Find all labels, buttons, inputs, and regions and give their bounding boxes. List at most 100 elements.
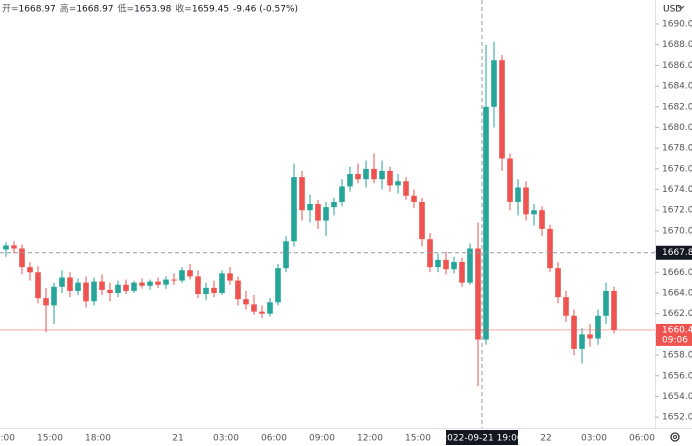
candle-body xyxy=(171,279,177,281)
x-tick-label: 12:00 xyxy=(0,434,15,444)
candle-body xyxy=(59,277,65,287)
y-tick-label: 1686.00 xyxy=(662,61,692,71)
x-tick-label: 21 xyxy=(172,434,183,444)
crosshair-time-tag xyxy=(446,430,518,445)
x-tick-label: 09:00 xyxy=(309,434,335,444)
candle-body xyxy=(539,210,545,229)
candle-body xyxy=(315,204,321,221)
y-tick-label: 1684.00 xyxy=(662,82,692,92)
y-tick-label: 1682.00 xyxy=(662,102,692,112)
y-tick-label: 1656.00 xyxy=(662,371,692,381)
candle-body xyxy=(379,170,385,180)
candle-body xyxy=(475,248,481,340)
candle-body xyxy=(467,248,473,283)
candle-body xyxy=(387,170,393,186)
y-tick-label: 1688.00 xyxy=(662,40,692,50)
candle-body xyxy=(587,334,593,339)
header-value: 1668.97 xyxy=(19,5,56,15)
x-tick-label: 15:00 xyxy=(405,434,431,444)
header-value: 1653.98 xyxy=(134,5,171,15)
candle-body xyxy=(35,272,41,299)
header-label: 收= xyxy=(175,3,192,15)
candle-body xyxy=(395,181,401,186)
y-tick-label: 1652.00 xyxy=(662,413,692,423)
candle-body xyxy=(51,286,57,306)
last-price-label: 1660.43 xyxy=(662,325,692,335)
crosshair-price-tag xyxy=(656,245,692,260)
candle-body xyxy=(363,168,369,180)
candle-body xyxy=(227,273,233,281)
candle-body xyxy=(299,177,305,211)
candle-body xyxy=(547,228,553,269)
candle-body xyxy=(507,158,513,202)
candle-body xyxy=(563,297,569,316)
candle-body xyxy=(43,298,49,306)
candle-body xyxy=(187,270,193,277)
candle-body xyxy=(259,311,265,314)
y-tick-label: 1654.00 xyxy=(662,392,692,402)
header-value: -9.46 (-0.57%) xyxy=(233,5,298,15)
header-label: 高= xyxy=(60,3,77,15)
candle-body xyxy=(435,259,441,268)
currency-label: USD xyxy=(663,5,682,15)
crosshair-time-label: 2022-09-21 19:00 xyxy=(441,434,522,444)
candle-body xyxy=(235,280,241,300)
x-tick-label: 12:00 xyxy=(357,434,383,444)
candle-body xyxy=(75,282,81,291)
candle-body xyxy=(267,302,273,314)
candle-body xyxy=(19,248,25,268)
candle-body xyxy=(123,284,129,291)
candle-body xyxy=(91,281,97,302)
candle-body xyxy=(115,284,121,293)
candle-body xyxy=(603,290,609,316)
candle-body xyxy=(531,210,537,215)
candle-body xyxy=(339,186,345,202)
x-tick-label: 15:00 xyxy=(37,434,63,444)
y-tick-label: 1666.00 xyxy=(662,268,692,278)
settings-icon[interactable] xyxy=(670,432,680,442)
candle-body xyxy=(203,287,209,295)
candle-body xyxy=(355,174,361,180)
candle-body xyxy=(291,177,297,242)
candle-body xyxy=(67,277,73,291)
candle-body xyxy=(451,261,457,270)
candle-body xyxy=(555,268,561,298)
candle-body xyxy=(195,276,201,295)
candle-body xyxy=(459,261,465,283)
candle-body xyxy=(523,187,529,215)
candle-body xyxy=(403,181,409,196)
x-tick-label: 06:00 xyxy=(629,434,655,444)
candle-body xyxy=(611,290,617,330)
candle-body xyxy=(579,334,585,349)
header-label: 低= xyxy=(118,3,135,15)
crosshair-price-label: 1667.89 xyxy=(662,248,692,258)
header-value: 1659.45 xyxy=(192,5,229,15)
y-tick-label: 1662.00 xyxy=(662,309,692,319)
candle-body xyxy=(323,207,329,221)
candle-body xyxy=(419,201,425,240)
candle-body xyxy=(571,315,577,349)
y-tick-label: 1680.00 xyxy=(662,123,692,133)
y-tick-label: 1678.00 xyxy=(662,144,692,154)
candle-body xyxy=(107,289,113,293)
x-tick-label: 03:00 xyxy=(581,434,607,444)
candle-body xyxy=(179,270,185,281)
candle-body xyxy=(411,195,417,202)
y-tick-label: 1690.00 xyxy=(662,20,692,30)
countdown-label: 09:06 xyxy=(662,335,688,345)
header-label: 开= xyxy=(2,4,19,15)
candle-body xyxy=(371,168,377,180)
candle-body xyxy=(11,245,17,249)
x-tick-label: 03:00 xyxy=(213,434,239,444)
candle-body xyxy=(515,187,521,202)
candle-body xyxy=(283,241,289,269)
header-value: 1668.97 xyxy=(76,5,113,15)
candle-body xyxy=(499,60,505,159)
candle-body xyxy=(491,60,497,107)
candle-body xyxy=(155,281,161,285)
currency-dropdown[interactable] xyxy=(677,5,685,10)
x-tick-label: 18:00 xyxy=(85,434,111,444)
candle-body xyxy=(99,281,105,290)
candle-body xyxy=(251,304,257,312)
x-tick-label: 06:00 xyxy=(261,434,287,444)
